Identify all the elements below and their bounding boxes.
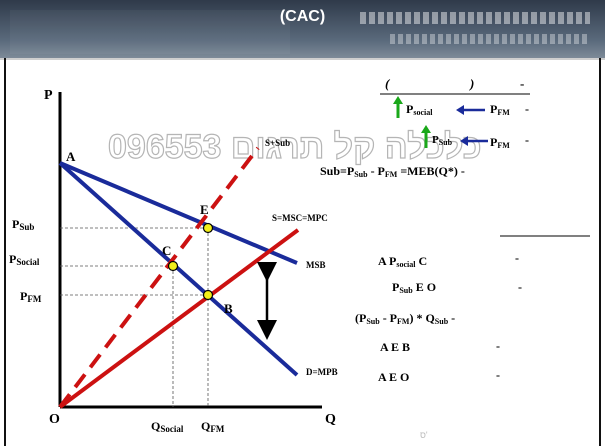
left-arrow-head-icon — [456, 105, 464, 115]
row1-dash: - — [525, 102, 529, 116]
supply-label: S=MSC=MPC — [272, 213, 328, 223]
watermark-text: 096553 כלכלה קל תרגום — [108, 128, 482, 166]
left-arrow-head-icon-2 — [460, 136, 468, 146]
row2-p-sub: PSub — [432, 134, 453, 147]
row1-p-social: Psocial — [406, 102, 433, 117]
quantity-fm-label: QFM — [201, 419, 225, 434]
subsidy-formula: Sub=PSub - PFM =MEB(Q*) - — [320, 164, 465, 179]
list-item-producer-surplus: PSub E O — [392, 280, 436, 295]
slide-frame-left — [4, 58, 6, 446]
origin-label: O — [49, 412, 60, 427]
up-arrow-head-icon-2 — [421, 125, 431, 133]
point-e-label: E — [200, 202, 209, 217]
list-item-consumer-surplus: A Psocial C — [378, 254, 427, 269]
point-c-dot — [167, 260, 179, 272]
notes-heading-open: ( — [385, 76, 391, 91]
row2-dash: - — [525, 133, 529, 147]
notes-heading-close: ) — [469, 76, 474, 91]
header-hebrew-line-2 — [390, 34, 590, 44]
price-sub-label: PSub — [12, 217, 34, 232]
supply-sub-label: S+Sub — [265, 138, 290, 148]
point-b-dot — [202, 289, 214, 301]
list-item-1-dash: - — [515, 251, 519, 265]
up-arrow-head-icon — [393, 96, 403, 104]
row1-p-fm: PFM — [490, 102, 510, 117]
slide-header: (CAC) — [0, 0, 605, 60]
list-item-total-surplus: A E O — [378, 370, 409, 384]
list-item-4-dash: - — [496, 339, 500, 353]
point-a-label: A — [66, 149, 76, 164]
msb-curve — [59, 161, 298, 265]
slide-frame-right — [599, 58, 601, 446]
point-b-label: B — [224, 301, 233, 316]
supply-plus-sub-curve — [58, 146, 260, 409]
list-item-5-dash: - — [496, 368, 500, 382]
header-hebrew-line — [360, 12, 590, 24]
list-item-subsidy-cost: (PSub - PFM) * QSub - — [355, 311, 455, 326]
supply-curve — [58, 228, 300, 409]
list-item-2-dash: - — [518, 280, 522, 294]
point-c-label: C — [162, 243, 171, 258]
point-e-dot — [202, 222, 214, 234]
axis-p-label: P — [44, 88, 53, 103]
axis-q-label: Q — [325, 412, 336, 427]
footer-marks: ס' — [420, 430, 428, 440]
price-social-label: PSocial — [9, 252, 40, 267]
notes-heading-dash: - — [520, 76, 524, 91]
demand-curve — [58, 161, 299, 377]
header-text-block — [10, 10, 290, 54]
list-item-deadweight-loss: A E B — [380, 340, 410, 354]
demand-label: D=MPB — [306, 367, 338, 377]
row2-p-fm: PFM — [490, 135, 510, 150]
price-fm-label: PFM — [20, 289, 42, 304]
msb-label: MSB — [306, 260, 326, 270]
slide-title: (CAC) — [279, 8, 326, 25]
quantity-social-label: QSocial — [151, 419, 184, 434]
